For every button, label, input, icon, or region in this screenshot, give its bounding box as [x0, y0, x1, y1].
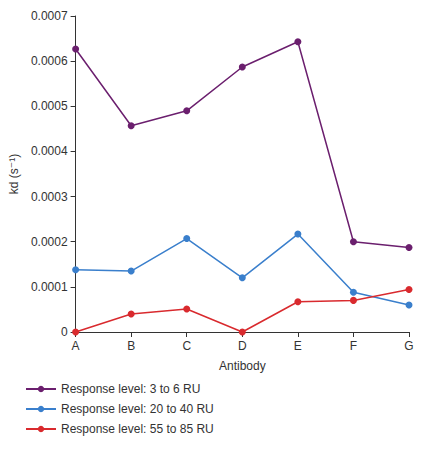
svg-text:A: A — [72, 339, 80, 353]
svg-text:Response level: 20 to 40 RU: Response level: 20 to 40 RU — [61, 402, 214, 416]
svg-text:B: B — [127, 339, 135, 353]
svg-text:0.0002: 0.0002 — [31, 235, 68, 249]
svg-text:0.0005: 0.0005 — [31, 99, 68, 113]
svg-text:E: E — [294, 339, 302, 353]
svg-text:Antibody: Antibody — [219, 359, 266, 373]
svg-text:0.0001: 0.0001 — [31, 280, 68, 294]
svg-text:0: 0 — [61, 325, 68, 339]
svg-text:F: F — [350, 339, 357, 353]
svg-text:0.0004: 0.0004 — [31, 144, 68, 158]
svg-text:D: D — [238, 339, 247, 353]
svg-text:Response level: 55 to 85 RU: Response level: 55 to 85 RU — [61, 422, 214, 436]
svg-text:Response level: 3 to 6 RU: Response level: 3 to 6 RU — [61, 382, 200, 396]
svg-text:G: G — [404, 339, 413, 353]
svg-text:0.0003: 0.0003 — [31, 190, 68, 204]
svg-text:0.0006: 0.0006 — [31, 54, 68, 68]
svg-text:C: C — [182, 339, 191, 353]
svg-text:0.0007: 0.0007 — [31, 9, 68, 23]
svg-text:kd (s⁻¹): kd (s⁻¹) — [7, 154, 21, 194]
